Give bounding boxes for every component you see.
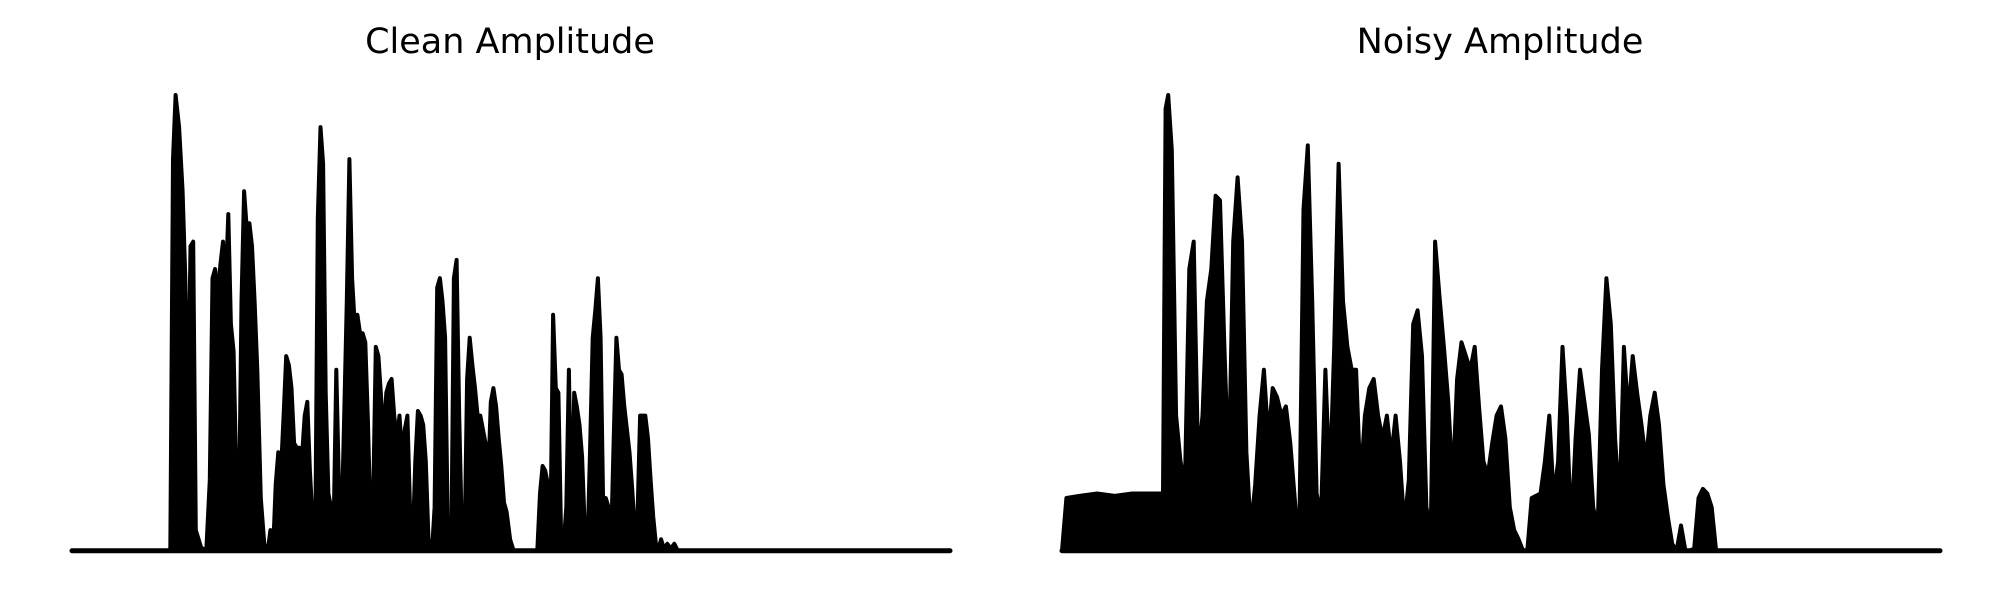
chart-title-noisy: Noisy Amplitude (1356, 22, 1644, 62)
chart-title-clean: Clean Amplitude (365, 22, 655, 62)
plot-area-clean (69, 93, 953, 554)
amplitude-envelope-0 (70, 93, 952, 553)
chart-panel-noisy: Noisy Amplitude (1050, 0, 1950, 600)
plot-area-noisy (1059, 93, 1943, 554)
amplitude-envelope-1 (1060, 93, 1942, 553)
chart-panel-clean: Clean Amplitude (60, 0, 960, 600)
